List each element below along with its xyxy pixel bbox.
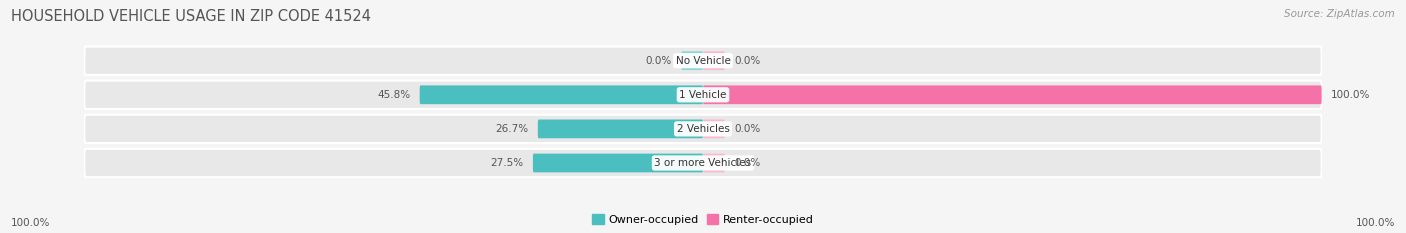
Legend: Owner-occupied, Renter-occupied: Owner-occupied, Renter-occupied	[588, 210, 818, 229]
Text: 1 Vehicle: 1 Vehicle	[679, 90, 727, 100]
Text: 100.0%: 100.0%	[1355, 218, 1395, 228]
Text: 0.0%: 0.0%	[734, 56, 761, 66]
FancyBboxPatch shape	[703, 154, 724, 172]
Text: No Vehicle: No Vehicle	[675, 56, 731, 66]
FancyBboxPatch shape	[84, 47, 1322, 75]
Text: HOUSEHOLD VEHICLE USAGE IN ZIP CODE 41524: HOUSEHOLD VEHICLE USAGE IN ZIP CODE 4152…	[11, 9, 371, 24]
Text: 100.0%: 100.0%	[11, 218, 51, 228]
Text: 26.7%: 26.7%	[495, 124, 529, 134]
Text: 0.0%: 0.0%	[734, 124, 761, 134]
Text: Source: ZipAtlas.com: Source: ZipAtlas.com	[1284, 9, 1395, 19]
Text: 0.0%: 0.0%	[734, 158, 761, 168]
FancyBboxPatch shape	[703, 86, 1322, 104]
FancyBboxPatch shape	[703, 120, 724, 138]
Text: 0.0%: 0.0%	[645, 56, 672, 66]
Text: 3 or more Vehicles: 3 or more Vehicles	[654, 158, 752, 168]
FancyBboxPatch shape	[533, 154, 703, 172]
Text: 45.8%: 45.8%	[377, 90, 411, 100]
FancyBboxPatch shape	[703, 51, 724, 70]
FancyBboxPatch shape	[682, 51, 703, 70]
Text: 27.5%: 27.5%	[491, 158, 523, 168]
FancyBboxPatch shape	[84, 115, 1322, 143]
Text: 2 Vehicles: 2 Vehicles	[676, 124, 730, 134]
FancyBboxPatch shape	[84, 149, 1322, 177]
FancyBboxPatch shape	[84, 81, 1322, 109]
FancyBboxPatch shape	[538, 120, 703, 138]
FancyBboxPatch shape	[419, 86, 703, 104]
Text: 100.0%: 100.0%	[1331, 90, 1371, 100]
